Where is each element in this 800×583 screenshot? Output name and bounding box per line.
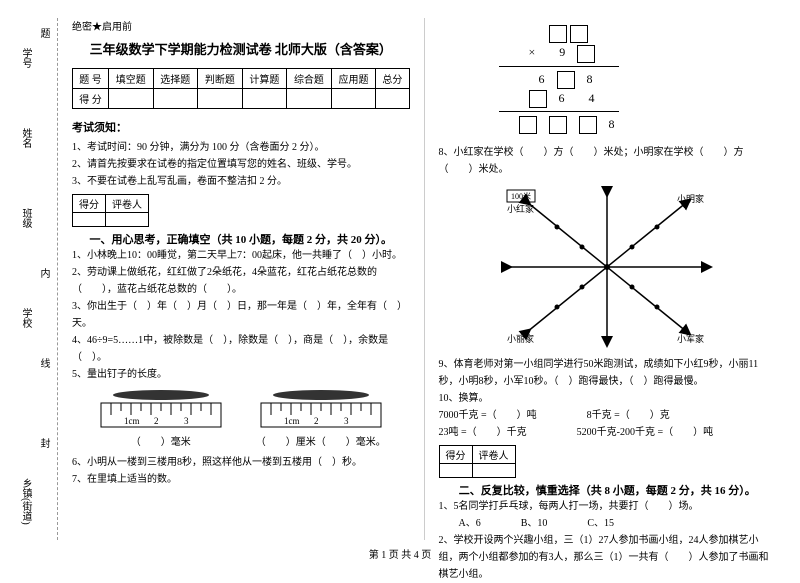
svg-text:1cm: 1cm: [124, 416, 140, 426]
notice-line: 1、考试时间：90 分钟，满分为 100 分（含卷面分 2 分）。: [72, 139, 410, 156]
grade-mini-table: 得分评卷人: [72, 194, 149, 227]
confidential-label: 绝密★启用前: [72, 18, 410, 33]
exam-title: 三年级数学下学期能力检测试卷 北师大版（含答案）: [72, 39, 410, 58]
multiplication-layout: × 9 6 8 6 4 8: [499, 24, 777, 134]
binding-side: 线: [36, 358, 51, 368]
question-4: 4、46÷9=5……1中，被除数是（ ），除数是（ ），商是（ ），余数是（ ）…: [72, 332, 410, 366]
s2-q1-options: A、6 B、10 C、15: [459, 515, 777, 532]
page-footer: 第 1 页 共 4 页: [0, 546, 800, 561]
notice-title: 考试须知：: [72, 119, 410, 135]
binding-label: 乡镇(街道): [18, 478, 33, 525]
ruler-caption-left: （ ）毫米: [96, 433, 226, 448]
ruler-left: 1cm 2 3: [96, 389, 226, 431]
question-5: 5、量出钉子的长度。: [72, 366, 410, 383]
svg-text:3: 3: [184, 416, 189, 426]
section2-title: 二、反复比较，慎重选择（共 8 小题，每题 2 分，共 16 分）。: [439, 482, 777, 498]
ruler-right: 1cm 2 3: [256, 389, 386, 431]
question-10-line: 23吨 =（ ）千克 5200千克-200千克 =（ ）吨: [439, 424, 777, 441]
binding-label: 学号: [18, 48, 33, 68]
notice-line: 3、不要在试卷上乱写乱画，卷面不整洁扣 2 分。: [72, 173, 410, 190]
question-6: 6、小明从一楼到三楼用8秒，照这样他从一楼到五楼用（ ）秒。: [72, 454, 410, 471]
question-9: 9、体育老师对第一小组同学进行50米跑测试，成绩如下小红9秒，小丽11秒，小明8…: [439, 356, 777, 390]
section1-title: 一、用心思考，正确填空（共 10 小题，每题 2 分，共 20 分）。: [72, 231, 410, 247]
svg-text:小军家: 小军家: [677, 333, 704, 344]
binding-label: 姓名: [18, 128, 33, 148]
binding-label: 学校: [18, 308, 33, 328]
s2-question-1: 1、5名同学打乒乓球，每两人打一场，共要打（ ）场。: [439, 498, 777, 515]
binding-side: 内: [36, 268, 51, 278]
binding-side: 题: [36, 28, 51, 38]
svg-text:小明家: 小明家: [677, 193, 704, 204]
binding-side: 封: [36, 438, 51, 448]
question-7: 7、在里填上适当的数。: [72, 471, 410, 488]
svg-text:100米: 100米: [511, 191, 531, 201]
svg-text:2: 2: [154, 416, 159, 426]
score-table: 题 号填空题 选择题判断题 计算题综合题 应用题总分 得 分: [72, 68, 410, 109]
notice-line: 2、请首先按要求在试卷的指定位置填写您的姓名、班级、学号。: [72, 156, 410, 173]
svg-text:小丽家: 小丽家: [507, 333, 534, 344]
question-10-title: 10、换算。: [439, 390, 777, 407]
question-10-line: 7000千克 =（ ）吨 8千克 =（ ）克: [439, 407, 777, 424]
question-8: 8、小红家在学校（ ）方（ ）米处；小明家在学校（ ）方（ ）米处。: [439, 144, 777, 178]
binding-label: 班级: [18, 208, 33, 228]
question-3: 3、你出生于（ ）年（ ）月（ ）日，那一年是（ ）年，全年有（ ）天。: [72, 298, 410, 332]
compass-diagram: 100米 小明家 小军家 小丽家 小红家: [487, 182, 727, 352]
question-2: 2、劳动课上做纸花，红红做了2朵纸花，4朵蓝花，红花占纸花总数的（ ），蓝花占纸…: [72, 264, 410, 298]
svg-text:小红家: 小红家: [507, 203, 534, 214]
svg-text:3: 3: [344, 416, 349, 426]
svg-text:1cm: 1cm: [284, 416, 300, 426]
grade-mini-table-2: 得分评卷人: [439, 445, 516, 478]
ruler-caption-right: （ ）厘米（ ）毫米。: [256, 433, 386, 448]
question-1: 1、小林晚上10：00睡觉，第二天早上7：00起床，他一共睡了（ ）小时。: [72, 247, 410, 264]
svg-text:2: 2: [314, 416, 319, 426]
